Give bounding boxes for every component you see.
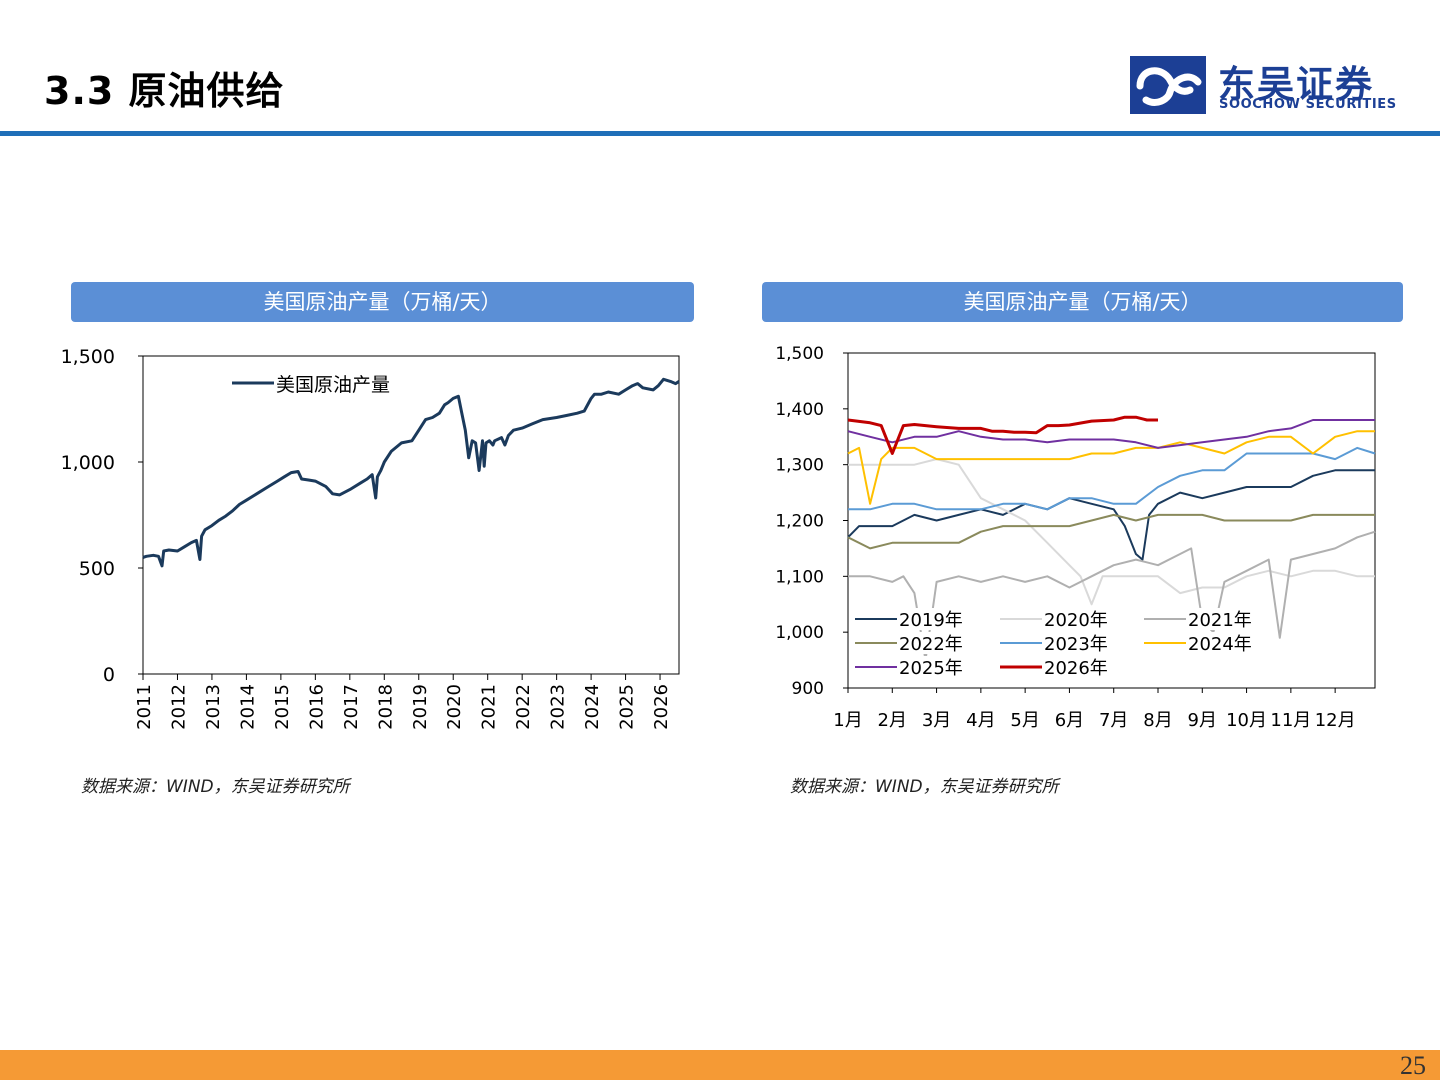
x-tick-label: 2026 xyxy=(651,684,672,730)
y-tick-label: 1,500 xyxy=(61,346,115,368)
left-chart-header: 美国原油产量（万桶/天） xyxy=(71,282,694,322)
x-tick-label: 2020 xyxy=(444,684,465,730)
soochow-logo-icon xyxy=(1130,56,1206,114)
plot-area-frame xyxy=(142,355,680,675)
x-tick-label: 2012 xyxy=(168,684,189,730)
x-tick-label: 2024 xyxy=(582,684,603,730)
x-tick-label: 11月 xyxy=(1270,710,1311,731)
y-tick-label: 1,000 xyxy=(775,623,824,643)
legend-label: 2023年 xyxy=(1044,634,1108,655)
x-tick-label: 2011 xyxy=(134,684,155,730)
page-title: 3.3 原油供给 xyxy=(44,69,285,113)
x-tick-label: 4月 xyxy=(966,710,995,731)
right-line-chart: 900 1,000 1,100 1,200 1,300 1,400 1,500 1月 2月 3月 4… xyxy=(775,344,1376,731)
x-tick-label: 12月 xyxy=(1315,710,1356,731)
x-tick-label: 2014 xyxy=(237,684,258,730)
legend-entry-bg xyxy=(1142,608,1258,630)
left-chart-source: 数据来源：WIND，东吴证券研究所 xyxy=(81,777,350,797)
right-chart-source: 数据来源：WIND，东吴证券研究所 xyxy=(790,777,1059,797)
legend-entry-bg xyxy=(853,632,969,654)
y-tick-label: 0 xyxy=(103,664,115,686)
x-tick-label: 2016 xyxy=(306,684,327,730)
x-tick-label: 8月 xyxy=(1143,710,1172,731)
x-tick-label: 10月 xyxy=(1226,710,1267,731)
series-line-2026年 xyxy=(847,415,1158,455)
x-tick-label: 2018 xyxy=(375,684,396,730)
x-tick-label: 3月 xyxy=(922,710,951,731)
company-logo: 东吴证券 SOOCHOW SECURITIES xyxy=(1130,56,1410,116)
x-tick-label: 2023 xyxy=(548,684,569,730)
series-line-2022年 xyxy=(847,513,1375,550)
x-tick-label: 6月 xyxy=(1055,710,1084,731)
x-tick-label: 2015 xyxy=(272,684,293,730)
y-tick-label: 1,400 xyxy=(775,400,824,420)
legend-label: 2026年 xyxy=(1044,658,1108,679)
x-tick-label: 2022 xyxy=(513,684,534,730)
series-line-us-production xyxy=(142,377,680,568)
x-tick-label: 5月 xyxy=(1010,710,1039,731)
left-line-chart: 0 500 1,000 1,500 2011 2012 2013 2014 2015 2016 20… xyxy=(61,346,680,730)
legend-label: 2022年 xyxy=(899,634,963,655)
legend-label: 2021年 xyxy=(1188,610,1252,631)
y-tick-label: 900 xyxy=(792,679,824,699)
logo-english-text: SOOCHOW SECURITIES xyxy=(1219,97,1397,112)
title-divider xyxy=(0,131,1440,136)
legend-label: 美国原油产量 xyxy=(276,374,390,396)
legend-entry-bg xyxy=(998,608,1114,630)
legend-entry-bg xyxy=(998,656,1114,678)
page-number: 25 xyxy=(1400,1051,1426,1080)
series-line-2024年 xyxy=(847,430,1375,505)
x-tick-label: 2月 xyxy=(878,710,907,731)
y-tick-label: 1,300 xyxy=(775,456,824,476)
legend-entry-bg xyxy=(998,632,1114,654)
right-chart-header: 美国原油产量（万桶/天） xyxy=(762,282,1403,322)
legend-entry-bg xyxy=(853,656,969,678)
legend-entry-bg xyxy=(1142,632,1258,654)
series-line-2025年 xyxy=(847,419,1375,449)
legend-label: 2024年 xyxy=(1188,634,1252,655)
x-tick-label: 7月 xyxy=(1099,710,1128,731)
series-line-2019年 xyxy=(847,469,1375,561)
x-tick-label: 2025 xyxy=(617,684,638,730)
x-tick-label: 9月 xyxy=(1188,710,1217,731)
x-tick-label: 2019 xyxy=(410,684,431,730)
x-tick-label: 2017 xyxy=(341,684,362,730)
legend-label: 2019年 xyxy=(899,610,963,631)
legend-label: 2020年 xyxy=(1044,610,1108,631)
logo-chinese-text: 东吴证券 xyxy=(1218,63,1374,106)
series-line-2023年 xyxy=(848,446,1376,511)
x-tick-label: 1月 xyxy=(833,710,862,731)
y-tick-label: 500 xyxy=(79,558,115,580)
x-tick-label: 2021 xyxy=(479,684,500,730)
legend-label: 2025年 xyxy=(899,658,963,679)
series-line-2020年 xyxy=(848,458,1375,606)
x-tick-label: 2013 xyxy=(203,684,224,730)
y-tick-label: 1,000 xyxy=(61,452,115,474)
y-tick-label: 1,100 xyxy=(775,567,824,587)
legend-entry-bg xyxy=(853,608,969,630)
y-tick-label: 1,500 xyxy=(775,344,824,364)
y-tick-label: 1,200 xyxy=(775,512,824,532)
footer-bar xyxy=(0,1050,1440,1080)
